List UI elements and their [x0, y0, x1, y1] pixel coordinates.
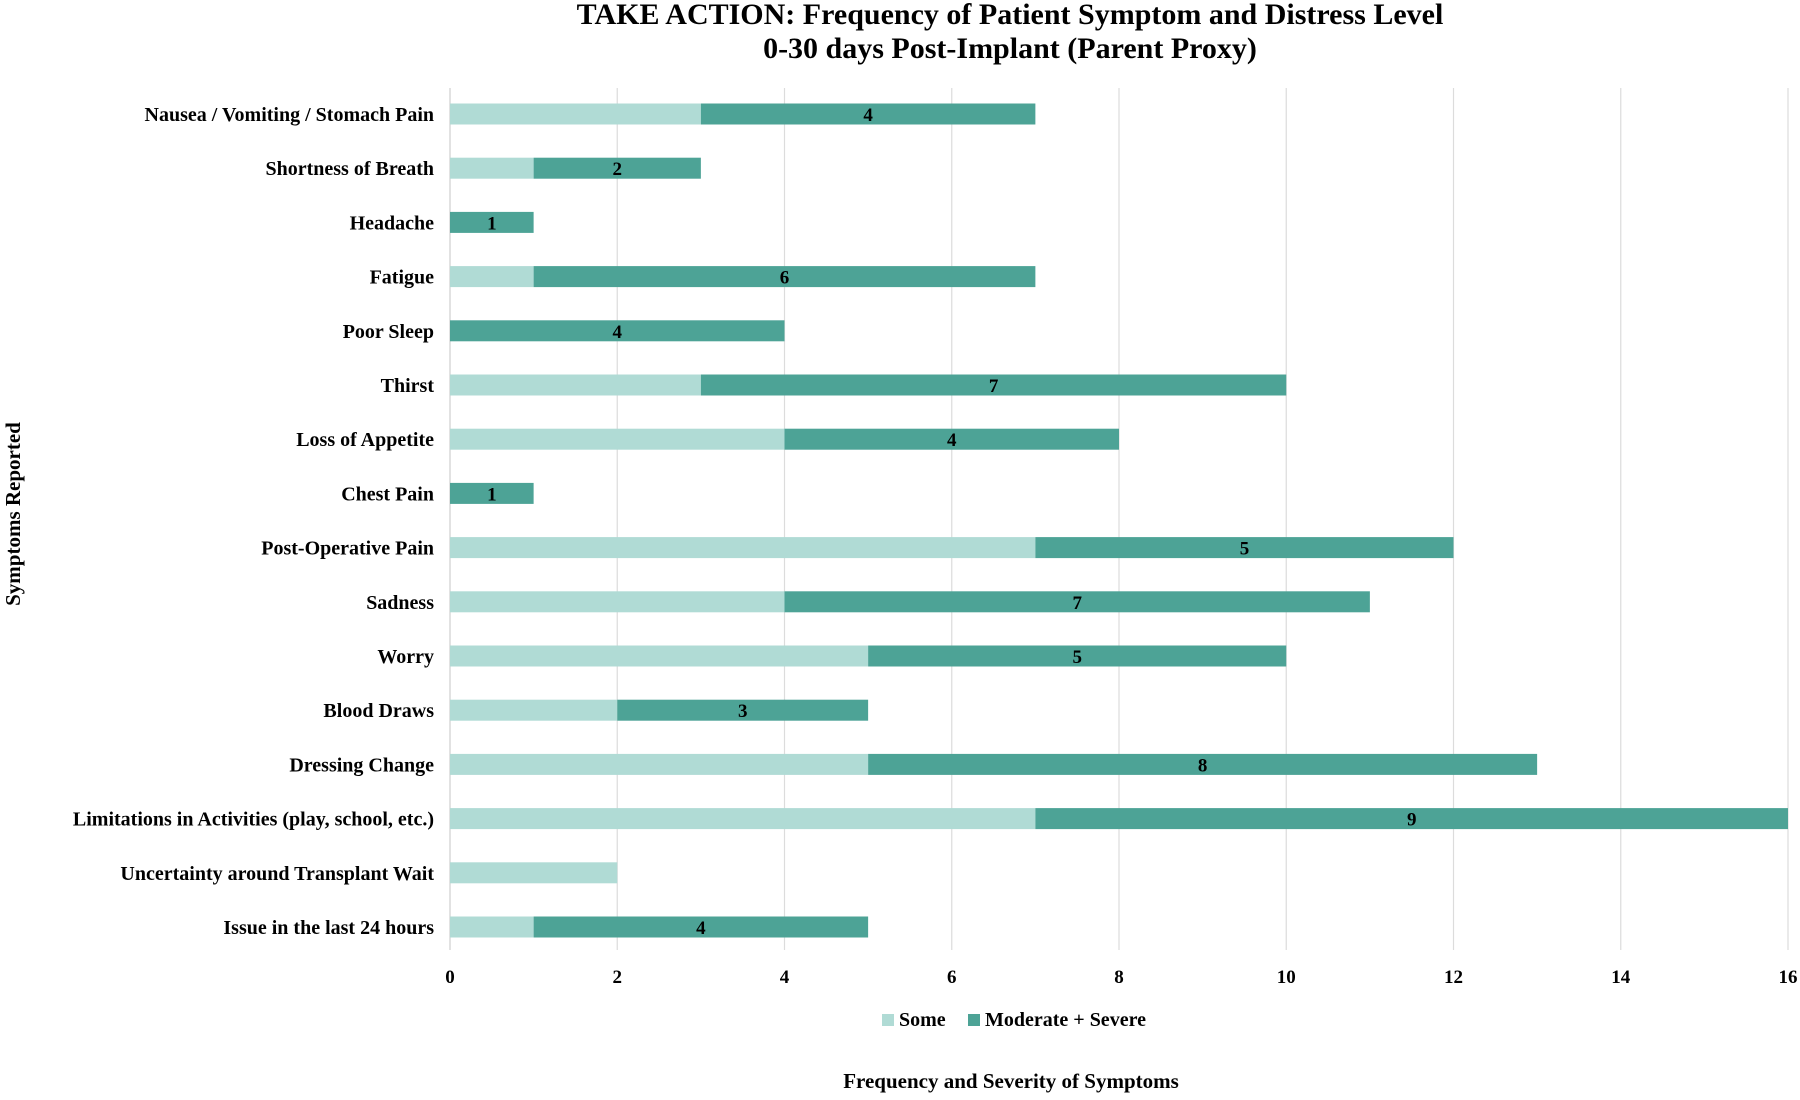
bar-moderate-severe — [617, 699, 869, 721]
category-label: Sadness — [366, 592, 434, 614]
bar-some — [450, 374, 701, 396]
x-tick-label: 4 — [780, 967, 790, 988]
gridlines — [449, 88, 1789, 950]
bar-some — [450, 808, 1036, 830]
legend-swatch-some — [882, 1014, 894, 1026]
category-label: Dressing Change — [289, 754, 434, 776]
bar-some — [450, 699, 618, 721]
data-label: 4 — [863, 105, 873, 126]
bar-some — [450, 537, 1036, 559]
x-tick-label: 10 — [1277, 967, 1296, 988]
category-label: Limitations in Activities (play, school,… — [73, 809, 434, 831]
x-tick-label: 6 — [947, 967, 957, 988]
data-labels: 4 2 1 6 4 7 4 1 5 7 5 3 8 9 4 — [487, 105, 1416, 939]
data-label: 8 — [1198, 755, 1208, 776]
data-label: 4 — [613, 322, 623, 343]
bar-moderate-severe — [700, 103, 1036, 125]
x-tick-label: 0 — [445, 967, 455, 988]
x-tick-label: 14 — [1611, 967, 1631, 988]
legend-swatch-moderate-severe — [968, 1014, 980, 1026]
category-label: Thirst — [381, 375, 435, 397]
data-label: 2 — [613, 159, 623, 180]
data-label: 4 — [947, 430, 957, 451]
data-label: 3 — [738, 701, 748, 722]
bar-moderate-severe — [700, 374, 1287, 396]
category-label: Issue in the last 24 hours — [223, 917, 434, 939]
x-tick-label: 8 — [1114, 967, 1124, 988]
x-tick-label: 2 — [613, 967, 623, 988]
bar-some — [450, 266, 534, 288]
bar-some — [450, 157, 534, 179]
category-label: Chest Pain — [341, 483, 434, 505]
chart-title-line1: TAKE ACTION: Frequency of Patient Sympto… — [577, 0, 1444, 31]
data-label: 9 — [1407, 810, 1417, 831]
bar-moderate-severe — [450, 482, 534, 504]
bar-some — [450, 862, 618, 884]
data-label: 4 — [696, 918, 706, 939]
bar-moderate-severe — [1035, 537, 1454, 559]
data-label: 7 — [1072, 593, 1082, 614]
data-label: 5 — [1240, 539, 1250, 560]
data-label: 7 — [989, 376, 999, 397]
bar-some — [450, 645, 869, 667]
category-label: Loss of Appetite — [296, 429, 434, 451]
data-label: 1 — [487, 213, 497, 234]
x-tick-label: 16 — [1779, 967, 1798, 988]
bar-moderate-severe — [450, 320, 785, 342]
bar-moderate-severe — [533, 157, 701, 179]
category-label: Shortness of Breath — [265, 158, 434, 180]
bar-moderate-severe — [868, 645, 1287, 667]
data-label: 1 — [487, 484, 497, 505]
legend-label-moderate-severe: Moderate + Severe — [985, 1009, 1146, 1031]
bar-some — [450, 103, 701, 125]
bar-moderate-severe — [1035, 808, 1788, 830]
legend-label-some: Some — [899, 1009, 946, 1031]
category-label: Post-Operative Pain — [261, 538, 434, 560]
bar-some — [450, 753, 869, 775]
bar-some — [450, 591, 785, 613]
chart-title-line2: 0-30 days Post-Implant (Parent Proxy) — [763, 32, 1257, 65]
data-label: 5 — [1072, 647, 1082, 668]
category-labels: Nausea / Vomiting / Stomach Pain Shortnes… — [73, 104, 434, 939]
category-label: Uncertainty around Transplant Wait — [120, 863, 434, 885]
legend: Some Moderate + Severe — [882, 1009, 1146, 1031]
bar-moderate-severe — [450, 211, 534, 233]
bar-moderate-severe — [533, 266, 1036, 288]
category-label: Blood Draws — [323, 700, 434, 722]
data-label: 6 — [780, 268, 790, 289]
bar-moderate-severe — [784, 428, 1119, 450]
bar-moderate-severe — [784, 591, 1370, 613]
x-tick-labels: 0 2 4 6 8 10 12 14 16 — [445, 967, 1797, 988]
category-label: Fatigue — [370, 267, 435, 289]
y-axis-title: Symptoms Reported — [1, 422, 25, 606]
category-label: Worry — [377, 646, 434, 668]
x-axis-title: Frequency and Severity of Symptoms — [843, 1069, 1179, 1093]
bar-moderate-severe — [868, 753, 1538, 775]
bar-some — [450, 428, 785, 450]
category-label: Poor Sleep — [343, 321, 434, 343]
category-label: Headache — [350, 212, 435, 234]
bar-moderate-severe — [533, 916, 869, 938]
bar-some — [450, 916, 534, 938]
bars — [450, 103, 1788, 938]
category-label: Nausea / Vomiting / Stomach Pain — [145, 104, 434, 126]
x-tick-label: 12 — [1444, 967, 1463, 988]
